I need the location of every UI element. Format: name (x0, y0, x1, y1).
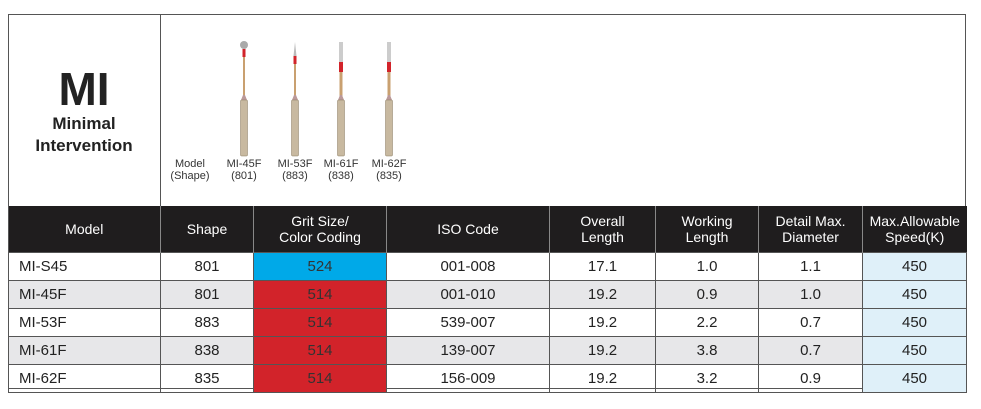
burr-caption: MI-45F (801) (219, 158, 269, 182)
overall-length-cell: 19.2 (549, 308, 656, 337)
header-line: Max.Allowable (869, 213, 960, 229)
iso-cell: 539-007 (386, 308, 550, 337)
column-header: Overall Length (549, 206, 656, 253)
speed-cell: 450 (862, 252, 967, 281)
product-table: Model Shape Grit Size/Color Coding ISO Code… (8, 206, 967, 393)
diameter-cell: 0.9 (758, 364, 863, 393)
burr-image (291, 42, 299, 157)
diameter-cell: 0.7 (758, 308, 863, 337)
burr-model: MI-45F (226, 158, 262, 170)
header-line: Overall (580, 213, 625, 229)
speed-cell: 450 (862, 308, 967, 337)
iso-cell: 001-010 (386, 280, 550, 309)
grit-cell: 514 (253, 336, 387, 365)
burr-caption: MI-61F (838) (316, 158, 366, 182)
speed-cell: 450 (862, 364, 967, 393)
working-length-cell: 2.2 (655, 308, 759, 337)
model-cell: MI-53F (8, 308, 161, 337)
model-cell: MI-S45 (8, 252, 161, 281)
header-line: Length (581, 229, 624, 245)
column-header: Grit Size/Color Coding (253, 206, 387, 253)
grit-cell: 514 (253, 280, 387, 309)
working-length-cell: 1.0 (655, 252, 759, 281)
burr-image (385, 42, 393, 157)
overall-length-cell: 19.2 (549, 364, 656, 393)
speed-cell: 450 (862, 336, 967, 365)
grit-cell: 514 (253, 308, 387, 337)
header-line: ISO Code (437, 221, 499, 237)
header-line: Grit Size/ (291, 213, 349, 229)
header-line: Working (681, 213, 733, 229)
column-header: Detail Max. Diameter (758, 206, 863, 253)
burr-caption: MI-53F (883) (270, 158, 320, 182)
burr-caption: MI-62F (835) (364, 158, 414, 182)
shape-cell: 838 (160, 336, 254, 365)
header-line: Color Coding (279, 229, 361, 245)
overall-length-cell: 17.1 (549, 252, 656, 281)
table-row: MI-53F 883 514 539-007 19.2 2.2 0.7 450 (8, 308, 967, 337)
table-row: MI-45F 801 514 001-010 19.2 0.9 1.0 450 (8, 280, 967, 309)
shape-cell: 883 (160, 308, 254, 337)
grit-cell: 524 (253, 252, 387, 281)
table-row: MI-62F 835 514 156-009 19.2 3.2 0.9 450 (8, 364, 967, 393)
header-line: Detail Max. (775, 213, 846, 229)
model-cell: MI-61F (8, 336, 161, 365)
model-cell: MI-45F (8, 280, 161, 309)
shape-cell: 801 (160, 280, 254, 309)
burr-model: MI-53F (277, 158, 313, 170)
grit-cell: 514 (253, 364, 387, 393)
header-line: Length (685, 229, 729, 245)
overall-length-cell: 19.2 (549, 336, 656, 365)
series-subtitle-1: Minimal (52, 114, 116, 133)
iso-cell: 139-007 (386, 336, 550, 365)
column-header: Working Length (655, 206, 759, 253)
working-length-cell: 3.8 (655, 336, 759, 365)
speed-cell: 450 (862, 280, 967, 309)
iso-cell: 001-008 (386, 252, 550, 281)
header-line: Model (65, 221, 104, 237)
caption-line: (Shape) (170, 170, 210, 182)
series-subtitle-2: Intervention (35, 136, 133, 155)
burr-model: MI-61F (323, 158, 359, 170)
header-line: Speed(K) (885, 229, 945, 245)
burr-shape: (801) (231, 170, 257, 182)
shape-cell: 835 (160, 364, 254, 393)
column-header: Model (8, 206, 161, 253)
column-header: ISO Code (386, 206, 550, 253)
header-line: Shape (186, 221, 228, 237)
diameter-cell: 1.0 (758, 280, 863, 309)
series-title: MI (58, 63, 110, 115)
burr-shape: (883) (282, 170, 308, 182)
working-length-cell: 3.2 (655, 364, 759, 393)
burr-model: MI-62F (371, 158, 407, 170)
diameter-cell: 0.7 (758, 336, 863, 365)
column-header: Shape (160, 206, 254, 253)
diameter-cell: 1.1 (758, 252, 863, 281)
burr-image (240, 41, 248, 157)
iso-cell: 156-009 (386, 364, 550, 393)
header-line: Diameter (782, 229, 839, 245)
column-header: Max.Allowable Speed(K) (862, 206, 967, 253)
caption-line: Model (175, 158, 205, 170)
overall-length-cell: 19.2 (549, 280, 656, 309)
working-length-cell: 0.9 (655, 280, 759, 309)
burr-shape: (838) (328, 170, 354, 182)
shape-cell: 801 (160, 252, 254, 281)
model-cell: MI-62F (8, 364, 161, 393)
table-row: MI-S45 801 524 001-008 17.1 1.0 1.1 450 (8, 252, 967, 281)
table-row: MI-61F 838 514 139-007 19.2 3.8 0.7 450 (8, 336, 967, 365)
title-panel: MI Minimal Intervention (8, 14, 161, 206)
burr-shape: (835) (376, 170, 402, 182)
burr-image (337, 42, 345, 157)
caption-label: Model (Shape) (165, 158, 215, 182)
